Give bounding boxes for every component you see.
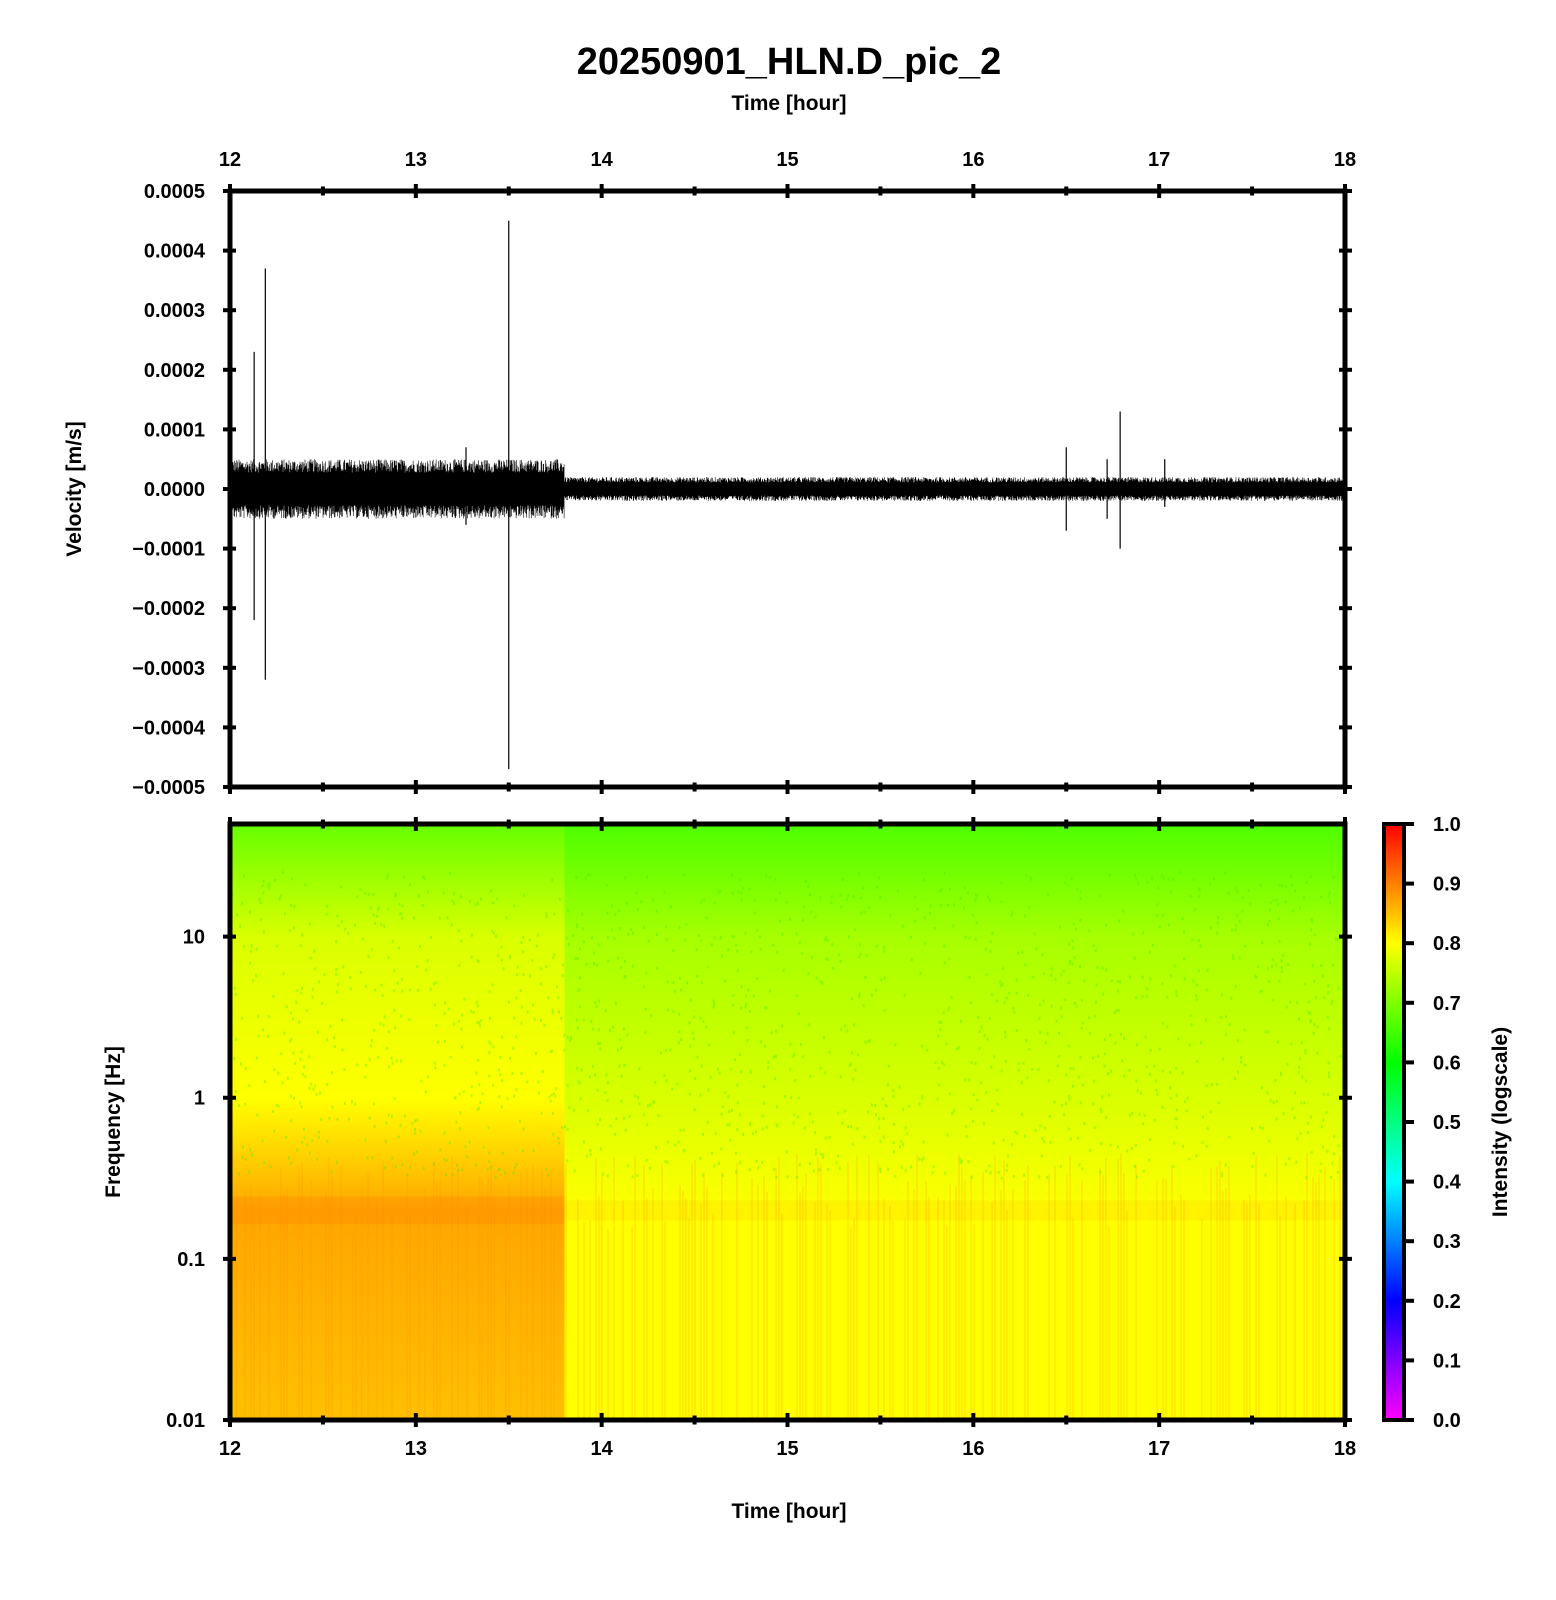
spec-bottom-x-tick-label-6: 18 — [1334, 1438, 1356, 1460]
colorbar-label: Intensity (logscale) — [1489, 1027, 1512, 1217]
top-x-axis-label: Time [hour] — [731, 92, 846, 115]
spec-y-tick-label-0: 10 — [183, 927, 205, 949]
wave-y-tick-label-10: −0.0005 — [132, 777, 205, 799]
waveform-plot-area — [230, 220, 1345, 770]
chart-title: 20250901_HLN.D_pic_2 — [577, 41, 1002, 83]
wave-y-tick-label-2: 0.0003 — [144, 300, 205, 322]
spectrogram-band-after — [564, 1200, 1345, 1221]
wave-y-tick-label-0: 0.0005 — [144, 181, 205, 203]
spectrogram-texture-low — [235, 1153, 1344, 1420]
wave-y-tick-label-6: −0.0001 — [132, 539, 205, 561]
colorbar-ticks: 1.0 0.9 0.8 0.7 0.6 0.5 0.4 0.3 0.2 0.1 0.0 — [1402, 814, 1462, 1432]
spec-y-tick-label-2: 0.1 — [177, 1249, 205, 1271]
waveform-trace — [230, 459, 1345, 519]
wave-y-tick-label-4: 0.0001 — [144, 419, 205, 441]
colorbar: 1.0 0.9 0.8 0.7 0.6 0.5 0.4 0.3 0.2 0.1 0.0 Intens… — [1382, 814, 1512, 1432]
colorbar-tick-label-0: 1.0 — [1433, 814, 1461, 836]
wave-top-x-tick-label-1: 13 — [405, 149, 427, 171]
spectrogram-ticks: 12 13 14 15 16 17 18 10 1 0.1 0.01 — [166, 817, 1356, 1460]
wave-y-tick-label-3: 0.0002 — [144, 360, 205, 382]
colorbar-tick-label-10: 0.0 — [1433, 1410, 1461, 1432]
wave-top-x-tick-label-2: 14 — [591, 149, 614, 171]
wave-y-tick-label-1: 0.0004 — [144, 241, 206, 263]
colorbar-tick-label-4: 0.6 — [1433, 1052, 1461, 1074]
spec-y-tick-label-1: 1 — [194, 1088, 205, 1110]
wave-top-x-tick-label-0: 12 — [219, 149, 241, 171]
spec-bottom-x-tick-label-3: 15 — [776, 1438, 798, 1460]
spec-bottom-x-tick-label-5: 17 — [1148, 1438, 1170, 1460]
wave-top-x-tick-label-4: 16 — [962, 149, 984, 171]
colorbar-tick-label-9: 0.1 — [1433, 1350, 1461, 1372]
wave-y-tick-label-7: −0.0002 — [132, 598, 205, 620]
colorbar-tick-label-6: 0.4 — [1433, 1172, 1462, 1194]
wave-y-tick-label-9: −0.0004 — [132, 717, 206, 739]
wave-top-x-tick-label-5: 17 — [1148, 149, 1170, 171]
colorbar-tick-label-2: 0.8 — [1433, 933, 1461, 955]
spectrogram-texture-high — [230, 870, 1345, 1180]
spectrogram-segment-before — [230, 824, 565, 1420]
spec-y-tick-label-3: 0.01 — [166, 1410, 205, 1432]
waveform-panel: 12 13 14 15 16 17 18 0.0005 0.0004 0.0003 0.0002 0.… — [63, 149, 1356, 799]
spec-bottom-x-tick-label-0: 12 — [219, 1438, 241, 1460]
wave-y-tick-label-8: −0.0003 — [132, 658, 205, 680]
colorbar-tick-label-5: 0.5 — [1433, 1112, 1461, 1134]
spectrogram-band-before — [230, 1196, 565, 1225]
colorbar-tick-label-3: 0.7 — [1433, 993, 1461, 1015]
waveform-ticks: 12 13 14 15 16 17 18 0.0005 0.0004 0.0003 0.0002 0.… — [132, 149, 1356, 799]
wave-y-tick-label-5: 0.0000 — [144, 479, 205, 501]
spec-bottom-x-tick-label-1: 13 — [405, 1438, 427, 1460]
wave-top-x-tick-label-6: 18 — [1334, 149, 1356, 171]
colorbar-tick-label-8: 0.2 — [1433, 1291, 1461, 1313]
waveform-y-axis-label: Velocity [m/s] — [63, 421, 86, 556]
colorbar-tick-label-1: 0.9 — [1433, 874, 1461, 896]
spectrogram-segment-after — [564, 824, 1345, 1420]
spec-bottom-x-tick-label-4: 16 — [962, 1438, 984, 1460]
wave-top-x-tick-label-3: 15 — [776, 149, 798, 171]
colorbar-tick-label-7: 0.3 — [1433, 1231, 1461, 1253]
spectrogram-plot-area — [230, 824, 1345, 1420]
bottom-x-axis-label: Time [hour] — [731, 1500, 846, 1523]
colorbar-gradient — [1384, 824, 1404, 1420]
spec-bottom-x-tick-label-2: 14 — [591, 1438, 614, 1460]
spectrogram-y-axis-label: Frequency [Hz] — [102, 1046, 125, 1198]
